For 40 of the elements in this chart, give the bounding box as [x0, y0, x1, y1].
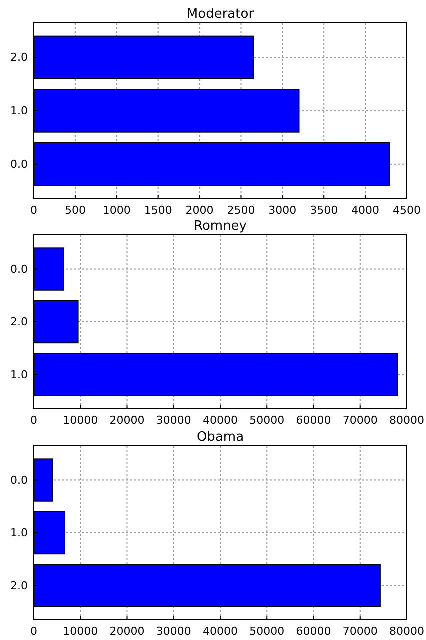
y-tick-label: 1.0 — [10, 526, 28, 540]
x-tick-label: 0 — [30, 204, 38, 218]
x-tick-label: 50000 — [250, 414, 285, 428]
y-tick-label: 2.0 — [10, 51, 28, 64]
chart-title: Romney — [194, 219, 248, 234]
x-tick-label: 3000 — [268, 204, 297, 218]
x-tick-label: 60000 — [296, 414, 332, 428]
y-tick-label: 1.0 — [10, 104, 28, 118]
x-tick-label: 10000 — [63, 625, 98, 638]
x-tick-label: 80000 — [390, 625, 424, 638]
x-tick-label: 20000 — [110, 625, 145, 638]
x-tick-label: 1000 — [102, 204, 131, 218]
x-tick-label: 2000 — [186, 204, 214, 218]
y-tick-label: 1.0 — [10, 368, 28, 382]
x-tick-label: 40000 — [203, 625, 238, 638]
chart-title: Obama — [196, 430, 244, 445]
x-tick-label: 500 — [64, 204, 86, 218]
x-tick-label: 30000 — [156, 414, 192, 428]
x-tick-label: 40000 — [203, 414, 238, 428]
y-tick-label: 2.0 — [10, 579, 28, 592]
x-tick-label: 4000 — [352, 204, 380, 218]
x-tick-label: 50000 — [250, 625, 285, 638]
x-tick-label: 3500 — [310, 204, 338, 218]
y-tick-label: 0.0 — [10, 158, 28, 171]
x-tick-label: 1500 — [144, 204, 172, 218]
x-tick-label: 70000 — [342, 414, 378, 428]
x-tick-label: 10000 — [63, 414, 98, 428]
chart-title: Moderator — [186, 7, 255, 22]
x-tick-label: 0 — [30, 414, 38, 428]
x-tick-label: 70000 — [342, 625, 378, 638]
y-tick-label: 0.0 — [10, 262, 28, 276]
x-tick-label: 4500 — [393, 204, 421, 218]
x-tick-label: 0 — [30, 625, 38, 638]
x-tick-label: 2500 — [227, 204, 256, 218]
x-tick-label: 30000 — [156, 625, 192, 638]
y-tick-label: 0.0 — [10, 474, 28, 487]
x-tick-label: 20000 — [110, 414, 145, 428]
x-tick-label: 60000 — [296, 625, 332, 638]
y-tick-label: 2.0 — [10, 316, 28, 329]
x-tick-label: 80000 — [390, 414, 424, 428]
